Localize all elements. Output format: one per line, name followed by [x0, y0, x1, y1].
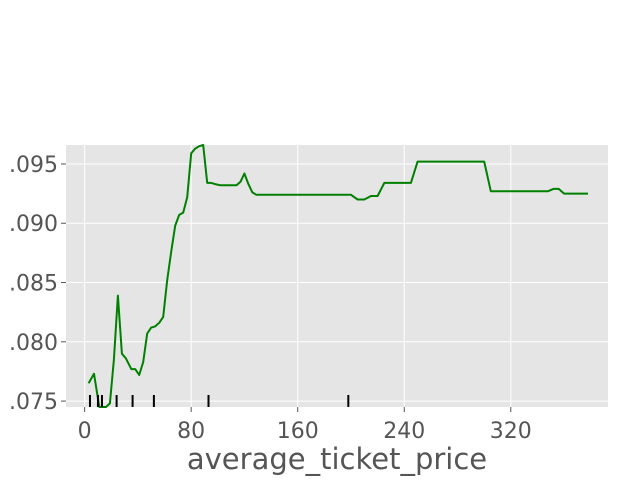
x-tick-label: 320 — [490, 419, 532, 444]
grid-lines — [66, 145, 608, 407]
x-tick-label: 80 — [177, 419, 205, 444]
x-tick-label: 0 — [78, 419, 92, 444]
axis-ticks: 0 80 160 240 320 .075 .080 .085 .090 .095 — [9, 153, 532, 444]
y-tick-label: .080 — [9, 331, 58, 356]
y-tick-label: .075 — [9, 390, 58, 415]
x-tick-label: 160 — [277, 419, 319, 444]
y-tick-label: .095 — [9, 153, 58, 178]
x-tick-label: 240 — [383, 419, 425, 444]
y-tick-label: .090 — [9, 212, 58, 237]
data-layer — [87, 144, 588, 408]
plot-background — [66, 145, 608, 407]
rug-marks — [88, 395, 350, 407]
series-line — [87, 144, 588, 408]
y-tick-label: .085 — [9, 272, 58, 297]
x-axis-label: average_ticket_price — [187, 442, 487, 476]
